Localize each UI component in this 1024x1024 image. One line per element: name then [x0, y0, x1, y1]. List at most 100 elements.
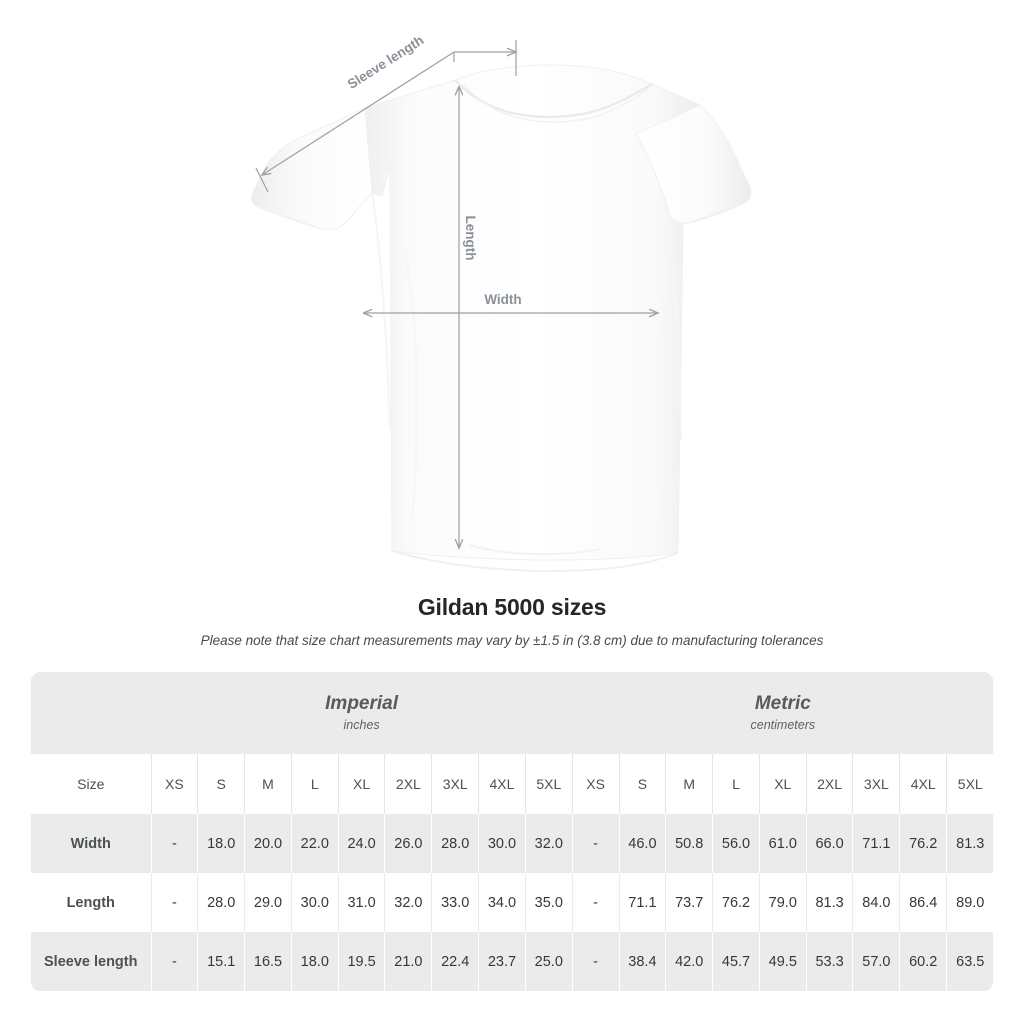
cell-width-metric-5xl: 81.3 — [946, 814, 994, 873]
unit-metric-cell: Metric centimeters — [572, 672, 994, 754]
row-label-width: Width — [31, 814, 151, 873]
length-label: Length — [463, 216, 478, 261]
size-header-imperial-s: S — [197, 754, 245, 814]
cell-width-metric-xs: - — [571, 814, 619, 873]
size-header-metric-xl: XL — [758, 754, 807, 814]
size-chart-table: Imperial inches Metric centimeters Size … — [31, 672, 994, 991]
cell-width-imperial-5xl: 32.0 — [524, 814, 573, 873]
cell-width-metric-l: 56.0 — [712, 814, 760, 873]
cell-length-imperial-xl: 31.0 — [337, 873, 385, 932]
cell-sleeve-imperial-s: 15.1 — [197, 932, 245, 991]
table-row: Width - 18.0 20.0 22.0 24.0 26.0 28.0 30… — [31, 814, 994, 873]
cell-length-imperial-l: 30.0 — [290, 873, 339, 932]
cell-sleeve-metric-2xl: 53.3 — [805, 932, 853, 991]
size-header-imperial-2xl: 2XL — [384, 754, 432, 814]
unit-imperial-sub: inches — [343, 717, 380, 732]
cell-length-imperial-2xl: 32.0 — [384, 873, 432, 932]
tshirt-shape — [251, 64, 752, 573]
cell-length-imperial-m: 29.0 — [244, 873, 292, 932]
row-label-length: Length — [31, 873, 151, 932]
unit-header-row: Imperial inches Metric centimeters — [31, 672, 994, 754]
unit-blank-cell — [31, 672, 151, 754]
cell-length-imperial-4xl: 34.0 — [478, 873, 526, 932]
page-title: Gildan 5000 sizes — [417, 594, 607, 620]
cell-length-imperial-s: 28.0 — [197, 873, 245, 932]
cell-length-metric-xl: 79.0 — [758, 873, 807, 932]
size-chart-table-wrap: Imperial inches Metric centimeters Size … — [31, 672, 994, 991]
cell-width-imperial-l: 22.0 — [290, 814, 339, 873]
cell-sleeve-imperial-3xl: 22.4 — [431, 932, 479, 991]
cell-width-imperial-xl: 24.0 — [337, 814, 385, 873]
unit-metric-sub: centimeters — [750, 717, 816, 732]
cell-sleeve-metric-3xl: 57.0 — [852, 932, 900, 991]
size-header-metric-m: M — [665, 754, 713, 814]
unit-imperial-name: Imperial — [325, 692, 399, 714]
size-header-metric-s: S — [618, 754, 666, 814]
cell-length-metric-3xl: 84.0 — [852, 873, 900, 932]
cell-length-metric-l: 76.2 — [712, 873, 760, 932]
cell-sleeve-metric-xl: 49.5 — [758, 932, 807, 991]
size-label-cell: Size — [31, 754, 151, 814]
cell-sleeve-metric-4xl: 60.2 — [899, 932, 947, 991]
size-header-metric-l: L — [712, 754, 760, 814]
cell-sleeve-imperial-xl: 19.5 — [337, 932, 385, 991]
tolerance-note: Please note that size chart measurements… — [200, 633, 824, 648]
tshirt-illustration: Sleeve length Length Width — [251, 32, 752, 573]
cell-length-metric-4xl: 86.4 — [899, 873, 947, 932]
size-header-imperial-m: M — [244, 754, 292, 814]
size-header-imperial-3xl: 3XL — [431, 754, 479, 814]
cell-width-metric-m: 50.8 — [665, 814, 713, 873]
unit-imperial-cell: Imperial inches — [151, 672, 573, 754]
size-header-imperial-5xl: 5XL — [524, 754, 573, 814]
heading-block: Gildan 5000 sizes Please note that size … — [0, 580, 1024, 648]
cell-sleeve-metric-5xl: 63.5 — [946, 932, 994, 991]
row-label-sleeve-length: Sleeve length — [31, 932, 151, 991]
cell-sleeve-metric-s: 38.4 — [618, 932, 666, 991]
width-label: Width — [484, 292, 521, 307]
size-header-metric-3xl: 3XL — [852, 754, 900, 814]
unit-metric-name: Metric — [754, 692, 811, 714]
cell-sleeve-metric-l: 45.7 — [712, 932, 760, 991]
cell-width-metric-4xl: 76.2 — [899, 814, 947, 873]
cell-sleeve-imperial-xs: - — [150, 932, 198, 991]
cell-width-imperial-s: 18.0 — [197, 814, 245, 873]
size-header-metric-xs: XS — [571, 754, 619, 814]
table-row: Length - 28.0 29.0 30.0 31.0 32.0 33.0 3… — [31, 873, 994, 932]
cell-width-imperial-3xl: 28.0 — [431, 814, 479, 873]
cell-sleeve-imperial-5xl: 25.0 — [524, 932, 573, 991]
size-header-imperial-l: L — [290, 754, 339, 814]
cell-length-metric-2xl: 81.3 — [805, 873, 853, 932]
cell-sleeve-imperial-2xl: 21.0 — [384, 932, 432, 991]
measurement-lines — [255, 40, 658, 548]
cell-sleeve-metric-m: 42.0 — [665, 932, 713, 991]
size-header-imperial-xl: XL — [337, 754, 385, 814]
cell-width-imperial-xs: - — [150, 814, 198, 873]
size-header-metric-4xl: 4XL — [899, 754, 947, 814]
cell-sleeve-imperial-l: 18.0 — [290, 932, 339, 991]
size-header-metric-5xl: 5XL — [946, 754, 994, 814]
table-row: Sleeve length - 15.1 16.5 18.0 19.5 21.0… — [31, 932, 994, 991]
cell-width-metric-xl: 61.0 — [758, 814, 807, 873]
cell-length-metric-xs: - — [571, 873, 619, 932]
cell-width-imperial-2xl: 26.0 — [384, 814, 432, 873]
sleeve-end-tick — [255, 167, 269, 193]
cell-length-imperial-xs: - — [150, 873, 198, 932]
cell-sleeve-imperial-m: 16.5 — [244, 932, 292, 991]
size-header-row: Size XS S M L XL 2XL 3XL 4XL 5XL XS S M … — [31, 754, 994, 814]
sleeve-length-label: Sleeve length — [345, 32, 426, 91]
cell-width-metric-2xl: 66.0 — [805, 814, 853, 873]
cell-width-metric-3xl: 71.1 — [852, 814, 900, 873]
cell-width-imperial-m: 20.0 — [244, 814, 292, 873]
size-header-imperial-xs: XS — [150, 754, 198, 814]
tshirt-diagram: Sleeve length Length Width — [251, 32, 752, 573]
size-header-imperial-4xl: 4XL — [478, 754, 526, 814]
cell-length-metric-s: 71.1 — [618, 873, 666, 932]
cell-length-imperial-3xl: 33.0 — [431, 873, 479, 932]
cell-length-imperial-5xl: 35.0 — [524, 873, 573, 932]
cell-length-metric-m: 73.7 — [665, 873, 713, 932]
cell-width-imperial-4xl: 30.0 — [478, 814, 526, 873]
cell-sleeve-metric-xs: - — [571, 932, 619, 991]
sleeve-length-arrow — [262, 51, 455, 175]
size-header-metric-2xl: 2XL — [805, 754, 853, 814]
cell-length-metric-5xl: 89.0 — [946, 873, 994, 932]
